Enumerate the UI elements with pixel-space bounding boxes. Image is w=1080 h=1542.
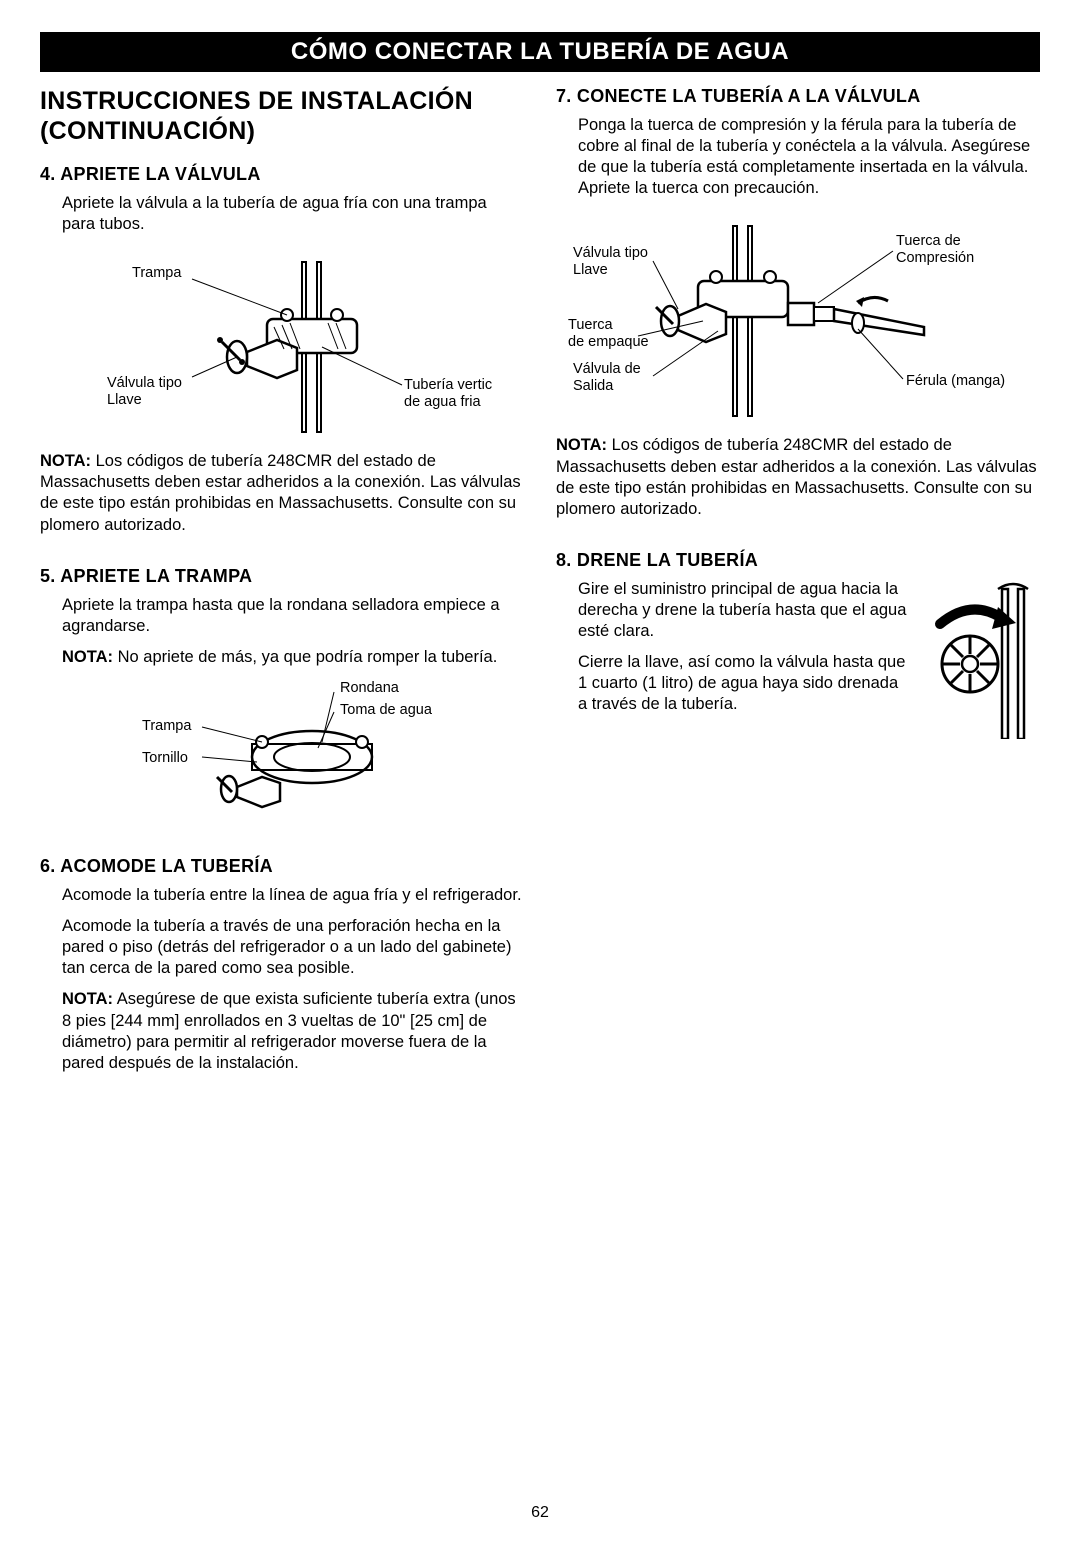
main-title-line1: INSTRUCCIONES DE INSTALACIÓN <box>40 87 473 115</box>
step5-heading: 5. APRIETE LA TRAMPA <box>40 566 524 587</box>
step7-note-text: Los códigos de tubería 248CMR del estado… <box>556 436 1037 517</box>
left-column: INSTRUCCIONES DE INSTALACIÓN (CONTINUACI… <box>40 86 524 1084</box>
step8-body: Gire el suministro principal de agua hac… <box>556 579 1040 739</box>
step5-note: NOTA: No apriete de más, ya que podría r… <box>62 647 524 668</box>
step6-note-label: NOTA: <box>62 990 113 1008</box>
step4-body: Apriete la válvula a la tubería de agua … <box>40 193 524 235</box>
step5-label-rondana: Rondana <box>340 680 400 696</box>
step7-label-valvula1: Válvula tipo <box>573 245 648 261</box>
page-number: 62 <box>40 1504 1040 1522</box>
step7-label-comp2: Compresión <box>896 250 974 266</box>
step5-label-trampa: Trampa <box>142 718 192 734</box>
step7-label-ferula: Férula (manga) <box>906 373 1005 389</box>
step4-label-tuberia2: de agua fria <box>404 394 482 410</box>
step4-note-text: Los códigos de tubería 248CMR del estado… <box>40 452 521 533</box>
step8-heading: 8. DRENE LA TUBERÍA <box>556 550 1040 571</box>
step8-p1: Gire el suministro principal de agua hac… <box>578 579 910 642</box>
step4-note: NOTA: Los códigos de tubería 248CMR del … <box>40 451 524 535</box>
step6-p2: Acomode la tubería a través de una perfo… <box>62 916 524 979</box>
step6-p1: Acomode la tubería entre la línea de agu… <box>62 885 524 906</box>
step5-p1: Apriete la trampa hasta que la rondana s… <box>62 595 524 637</box>
step7-body: Ponga la tuerca de compresión y la férul… <box>556 115 1040 199</box>
step4-label-trampa: Trampa <box>132 265 182 281</box>
step4-label-valvula1: Válvula tipo <box>107 375 182 391</box>
step7-note-label: NOTA: <box>556 436 607 454</box>
step7-label-valvula2: Llave <box>573 262 608 278</box>
step7-label-salida2: Salida <box>573 378 614 394</box>
step5-body: Apriete la trampa hasta que la rondana s… <box>40 595 524 668</box>
step7-note: NOTA: Los códigos de tubería 248CMR del … <box>556 435 1040 519</box>
step7-label-salida1: Válvula de <box>573 361 641 377</box>
step5-note-label: NOTA: <box>62 648 113 666</box>
step7-p1: Ponga la tuerca de compresión y la férul… <box>578 115 1040 199</box>
main-title: INSTRUCCIONES DE INSTALACIÓN (CONTINUACI… <box>40 86 524 146</box>
content-columns: INSTRUCCIONES DE INSTALACIÓN (CONTINUACI… <box>40 86 1040 1084</box>
step8-diagram <box>920 579 1040 739</box>
step7-diagram: Válvula tipo Llave Tuerca de empaque Vál… <box>558 221 1038 421</box>
step6-heading: 6. ACOMODE LA TUBERÍA <box>40 856 524 877</box>
step4-note-label: NOTA: <box>40 452 91 470</box>
step4-label-valvula2: Llave <box>107 392 142 408</box>
step7-heading: 7. CONECTE LA TUBERÍA A LA VÁLVULA <box>556 86 1040 107</box>
step8-p2: Cierre la llave, así como la válvula has… <box>578 652 910 715</box>
right-column: 7. CONECTE LA TUBERÍA A LA VÁLVULA Ponga… <box>556 86 1040 1084</box>
step7-label-tuerca2: de empaque <box>568 334 649 350</box>
step5-note-text: No apriete de más, ya que podría romper … <box>113 648 497 666</box>
step7-label-comp1: Tuerca de <box>896 233 961 249</box>
step6-note: NOTA: Asegúrese de que exista suficiente… <box>62 989 524 1073</box>
section-banner: CÓMO CONECTAR LA TUBERÍA DE AGUA <box>40 32 1040 72</box>
step4-diagram: Trampa Válvula tipo Llave Tubería vertic… <box>72 257 492 437</box>
step4-heading: 4. APRIETE LA VÁLVULA <box>40 164 524 185</box>
step5-label-tornillo: Tornillo <box>142 750 188 766</box>
step4-label-tuberia1: Tubería vertical <box>404 377 492 393</box>
step5-label-toma: Toma de agua <box>340 702 433 718</box>
step4-p1: Apriete la válvula a la tubería de agua … <box>62 193 524 235</box>
step7-label-tuerca1: Tuerca <box>568 317 614 333</box>
step6-body: Acomode la tubería entre la línea de agu… <box>40 885 524 1074</box>
step5-diagram: Rondana Toma de agua Trampa Tornillo <box>72 672 492 842</box>
main-title-line2: (CONTINUACIÓN) <box>40 117 255 145</box>
step6-note-text: Asegúrese de que exista suficiente tuber… <box>62 990 516 1071</box>
